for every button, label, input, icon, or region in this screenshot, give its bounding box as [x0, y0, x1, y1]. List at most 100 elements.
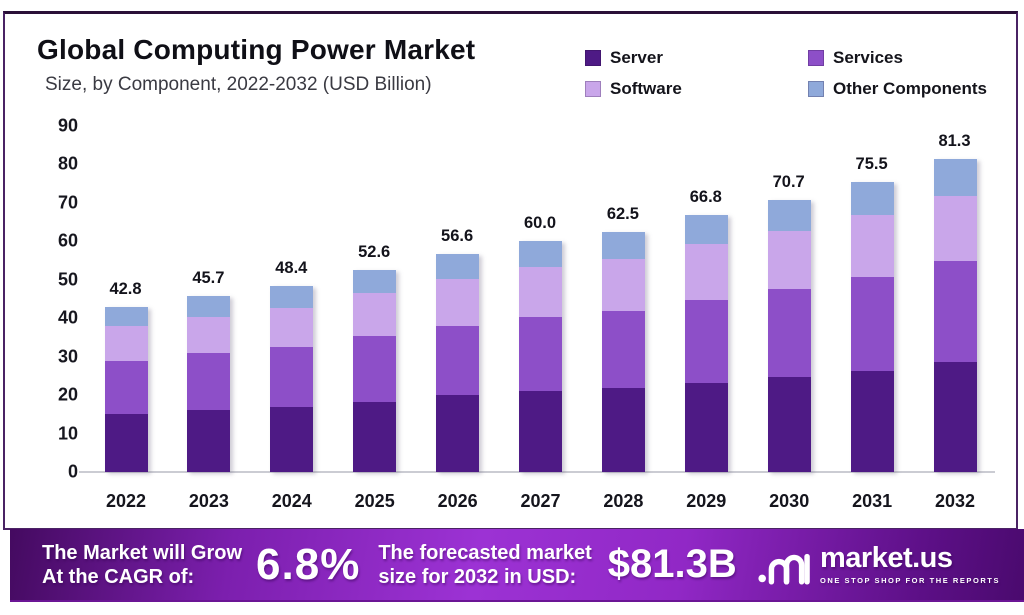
x-label-2027: 2027: [520, 491, 561, 511]
segment-software-2026: [436, 279, 480, 326]
x-label-2023: 2023: [188, 491, 229, 511]
segment-other-components-2025: [353, 269, 397, 294]
segment-services-2032: [933, 261, 977, 363]
stacked-bar-chart: 42.8 45.7 48.4 52.6 56.6 60.0 62.5 66.8 70.7 75.5…: [5, 14, 1016, 528]
segment-other-components-2022: [104, 307, 148, 326]
y-tick-30: 30: [57, 346, 78, 367]
segment-server-2030: [767, 377, 811, 472]
segment-server-2032: [933, 362, 977, 472]
x-axis-line: [79, 471, 995, 473]
segment-services-2027: [519, 317, 562, 391]
cagr-label: The Market will Grow At the CAGR of:: [42, 541, 242, 589]
bar-2023: 45.7: [187, 269, 231, 472]
total-label-2031: 75.5: [855, 154, 888, 173]
segment-server-2027: [519, 390, 562, 472]
brand-name: market.us: [820, 542, 953, 574]
segment-other-components-2023: [187, 296, 231, 318]
segment-server-2028: [601, 388, 645, 472]
legend: Server Services Software Other Components: [585, 48, 987, 99]
segment-services-2028: [601, 310, 645, 389]
brand-text: market.us ONE STOP SHOP FOR THE REPORTS: [820, 542, 1000, 586]
y-tick-70: 70: [57, 192, 78, 213]
segment-software-2030: [767, 230, 811, 289]
bar-2025: 52.6: [353, 243, 397, 472]
bar-2032: 81.3: [933, 132, 977, 472]
segment-other-components-2032: [933, 159, 977, 196]
total-label-2026: 56.6: [441, 227, 474, 246]
forecast-label-line1: The forecasted market: [378, 541, 592, 564]
bar-2029: 66.8: [684, 188, 728, 472]
y-tick-90: 90: [57, 115, 78, 136]
segment-services-2029: [684, 299, 728, 383]
legend-item-services: Services: [808, 48, 987, 68]
segment-server-2022: [104, 414, 148, 472]
legend-label: Other Components: [833, 79, 987, 98]
total-label-2032: 81.3: [938, 132, 971, 151]
segment-software-2031: [850, 215, 894, 278]
y-tick-60: 60: [57, 230, 78, 251]
forecast-label-line2: size for 2032 in USD:: [378, 565, 577, 588]
bar-2030: 70.7: [767, 173, 811, 472]
segment-software-2029: [684, 244, 728, 300]
segment-services-2024: [270, 347, 314, 407]
segment-other-components-2031: [850, 181, 894, 216]
total-label-2022: 42.8: [109, 280, 142, 299]
y-tick-50: 50: [57, 269, 78, 290]
segment-services-2025: [353, 335, 397, 402]
legend-item-software: Software: [585, 79, 808, 99]
segment-server-2025: [353, 401, 397, 472]
y-tick-0: 0: [67, 461, 78, 482]
forecast-value: $81.3B: [607, 542, 737, 586]
bar-2024: 48.4: [270, 259, 314, 472]
x-label-2030: 2030: [769, 491, 810, 511]
total-label-2023: 45.7: [192, 269, 225, 288]
plot-area: 42.8 45.7 48.4 52.6 56.6 60.0 62.5 66.8 70.7 75.5…: [5, 126, 1016, 472]
segment-software-2028: [601, 259, 645, 311]
total-label-2028: 62.5: [606, 204, 639, 223]
segment-software-2022: [104, 325, 148, 361]
bar-2031: 75.5: [850, 155, 894, 472]
bar-2026: 56.6: [436, 227, 480, 472]
legend-item-server: Server: [585, 48, 808, 68]
cagr-label-line2: At the CAGR of:: [42, 565, 195, 588]
bar-2022: 42.8: [104, 280, 148, 472]
brand: market.us ONE STOP SHOP FOR THE REPORTS: [758, 543, 1000, 587]
segment-software-2027: [519, 267, 562, 318]
forecast-label: The forecasted market size for 2032 in U…: [378, 541, 591, 589]
segment-server-2029: [684, 382, 728, 472]
segment-services-2022: [104, 360, 148, 415]
chart-frame: Global Computing Power Market Size, by C…: [3, 11, 1018, 530]
total-label-2027: 60.0: [523, 214, 557, 233]
legend-label: Software: [610, 79, 682, 98]
x-label-2025: 2025: [354, 491, 395, 511]
segment-server-2024: [270, 406, 314, 472]
x-label-2029: 2029: [686, 491, 727, 511]
segment-software-2023: [187, 317, 231, 353]
segment-software-2032: [933, 195, 977, 262]
segment-software-2024: [270, 308, 314, 348]
cagr-label-line1: The Market will Grow: [42, 541, 243, 564]
segment-other-components-2024: [270, 285, 314, 309]
legend-item-other-components: Other Components: [808, 79, 987, 99]
legend-label: Services: [833, 48, 903, 67]
legend-swatch: [585, 50, 601, 66]
total-label-2024: 48.4: [275, 258, 308, 277]
legend-swatch: [808, 81, 824, 97]
legend-label: Server: [610, 48, 663, 67]
y-tick-20: 20: [57, 384, 78, 405]
legend-swatch: [808, 50, 824, 66]
x-label-2022: 2022: [105, 491, 147, 511]
segment-other-components-2027: [519, 241, 562, 268]
segment-other-components-2030: [767, 200, 811, 231]
total-label-2025: 52.6: [358, 242, 391, 261]
y-tick-40: 40: [57, 307, 78, 328]
bar-2028: 62.5: [601, 205, 645, 472]
segment-other-components-2029: [684, 215, 728, 245]
page-subtitle: Size, by Component, 2022-2032 (USD Billi…: [45, 74, 432, 95]
segment-services-2026: [436, 325, 480, 396]
segment-server-2026: [436, 395, 480, 472]
segment-software-2025: [353, 293, 397, 336]
segment-server-2023: [187, 410, 231, 472]
segment-services-2023: [187, 352, 231, 411]
segment-services-2030: [767, 288, 811, 378]
